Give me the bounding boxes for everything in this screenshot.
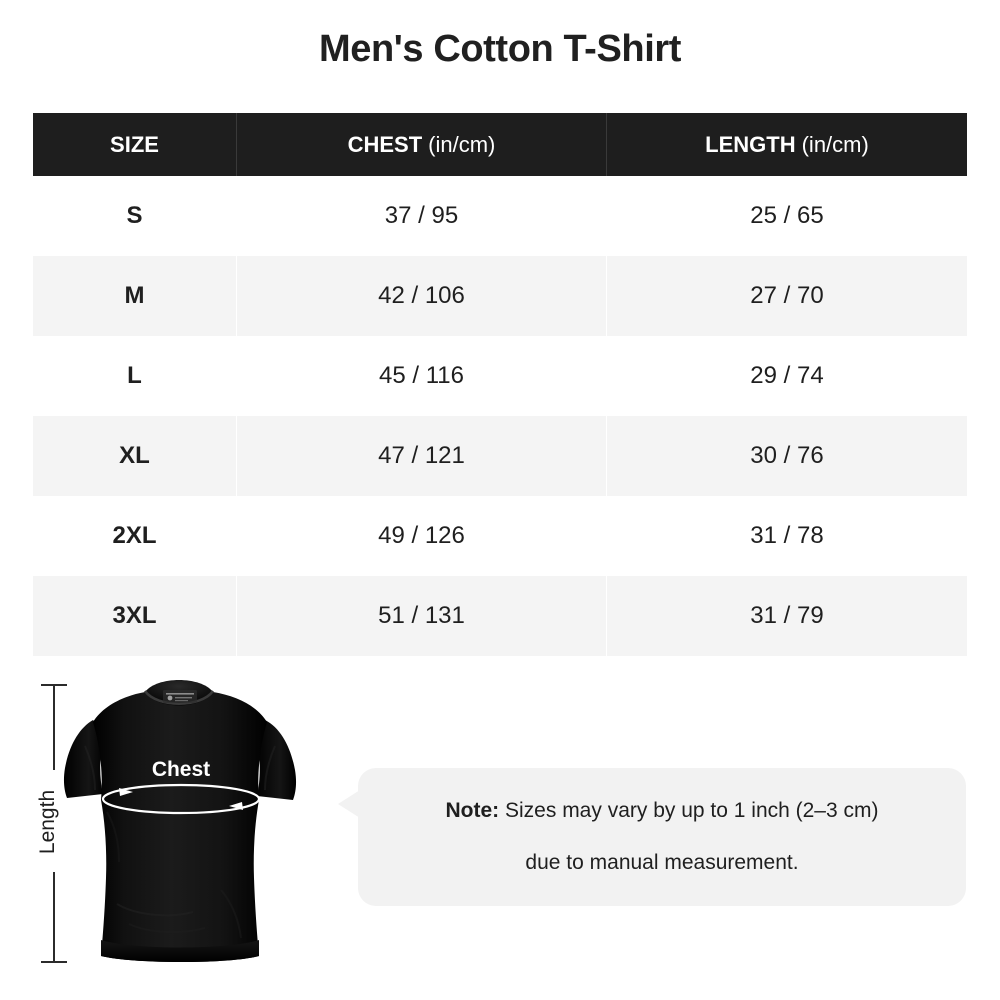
note-line-1: Note: Sizes may vary by up to 1 inch (2–… <box>446 798 879 824</box>
chest-measure-ellipse <box>101 783 261 815</box>
length-dimension-line <box>41 684 67 963</box>
tshirt-measurement-diagram: Length <box>33 672 353 972</box>
column-header-length-unit: (in/cm) <box>801 131 869 157</box>
column-header-size: SIZE <box>33 113 237 176</box>
column-header-chest-label: CHEST <box>347 131 423 157</box>
cell-length: 29 / 74 <box>750 362 824 389</box>
table-row: 2XL 49 / 126 31 / 78 <box>33 496 967 576</box>
length-label: Length <box>36 790 59 854</box>
column-header-length-label: LENGTH <box>705 131 796 157</box>
note-text-1: Sizes may vary by up to 1 inch (2–3 cm) <box>499 798 879 822</box>
table-row: XL 47 / 121 30 / 76 <box>33 416 967 496</box>
tshirt-graphic <box>63 680 297 962</box>
cell-size: 2XL <box>33 496 237 576</box>
page-title: Men's Cotton T-Shirt <box>319 28 681 70</box>
note-line-2: due to manual measurement. <box>525 851 799 874</box>
cell-size: M <box>33 256 237 336</box>
neck-tag-icon <box>163 690 197 703</box>
note-prefix: Note: <box>445 798 500 822</box>
cell-length: 27 / 70 <box>750 282 824 309</box>
table-row: S 37 / 95 25 / 65 <box>33 176 967 256</box>
cell-length: 30 / 76 <box>750 442 824 469</box>
cell-chest: 42 / 106 <box>237 256 607 336</box>
cell-length: 31 / 78 <box>750 522 824 549</box>
cell-chest: 51 / 131 <box>237 576 607 656</box>
cell-size: 3XL <box>33 576 237 656</box>
cell-length: 31 / 79 <box>750 602 824 629</box>
cell-size: XL <box>33 416 237 496</box>
cell-chest: 49 / 126 <box>237 496 607 576</box>
size-chart-table: SIZE CHEST (in/cm) LENGTH (in/cm) S 37 /… <box>33 113 967 656</box>
column-header-length: LENGTH (in/cm) <box>607 113 967 176</box>
cell-size: S <box>33 176 237 256</box>
table-row: L 45 / 116 29 / 74 <box>33 336 967 416</box>
note-callout: Note: Sizes may vary by up to 1 inch (2–… <box>338 768 966 906</box>
column-header-chest-unit: (in/cm) <box>428 131 496 157</box>
column-header-size-label: SIZE <box>110 131 159 157</box>
cell-chest: 47 / 121 <box>237 416 607 496</box>
cell-chest: 37 / 95 <box>237 176 607 256</box>
chest-label: Chest <box>152 758 210 781</box>
note-callout-tail <box>338 790 360 818</box>
cell-size: L <box>33 336 237 416</box>
table-row: M 42 / 106 27 / 70 <box>33 256 967 336</box>
table-row: 3XL 51 / 131 31 / 79 <box>33 576 967 656</box>
column-header-chest: CHEST (in/cm) <box>237 113 607 176</box>
cell-chest: 45 / 116 <box>237 336 607 416</box>
table-header-row: SIZE CHEST (in/cm) LENGTH (in/cm) <box>33 113 967 176</box>
cell-length: 25 / 65 <box>750 202 824 229</box>
